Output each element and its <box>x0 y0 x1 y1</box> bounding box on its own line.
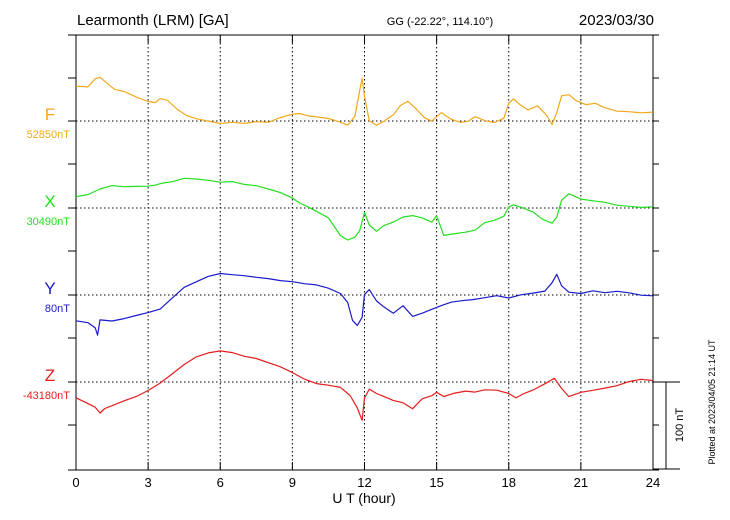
x-tick-label-0: 0 <box>72 475 79 490</box>
x-axis-ticks: 0 3 6 9 12 15 18 21 24 <box>68 34 660 490</box>
x-axis-label: U T (hour) <box>332 490 395 506</box>
series-name-F: F <box>45 105 55 124</box>
x-tick-label-12: 12 <box>357 475 371 490</box>
series-labels: F 52850nT X 30490nT Y 80nT Z -43180nT <box>23 105 70 402</box>
x-tick-label-3: 3 <box>145 475 152 490</box>
series-name-X: X <box>44 192 55 211</box>
station-title: Learmonth (LRM) [GA] <box>77 12 229 29</box>
plot-date: 2023/03/30 <box>579 12 654 29</box>
series-line-Z <box>75 350 654 421</box>
series-name-Y: Y <box>44 279 55 298</box>
x-tick-label-24: 24 <box>646 475 660 490</box>
series-baseline-F: 52850nT <box>27 129 71 141</box>
station-coordinates: GG (-22.22°, 114.10°) <box>387 16 493 28</box>
series-line-X <box>75 177 654 241</box>
scale-bar-label: 100 nT <box>674 408 686 443</box>
series-line-F <box>75 76 654 126</box>
x-tick-label-15: 15 <box>429 475 443 490</box>
series-lines <box>75 76 654 421</box>
x-tick-label-9: 9 <box>289 475 296 490</box>
plotted-timestamp: Plotted at 2023/04/05 21:14 UT <box>707 339 717 465</box>
x-tick-label-18: 18 <box>502 475 516 490</box>
x-tick-label-21: 21 <box>574 475 588 490</box>
x-tick-label-6: 6 <box>217 475 224 490</box>
series-baseline-X: 30490nT <box>27 216 71 228</box>
scale-bar: 100 nT <box>653 381 686 470</box>
grid-lines <box>76 35 653 470</box>
series-baseline-Z: -43180nT <box>23 390 70 402</box>
series-baseline-Y: 80nT <box>45 303 70 315</box>
series-line-Y <box>75 272 654 336</box>
series-name-Z: Z <box>45 366 55 385</box>
